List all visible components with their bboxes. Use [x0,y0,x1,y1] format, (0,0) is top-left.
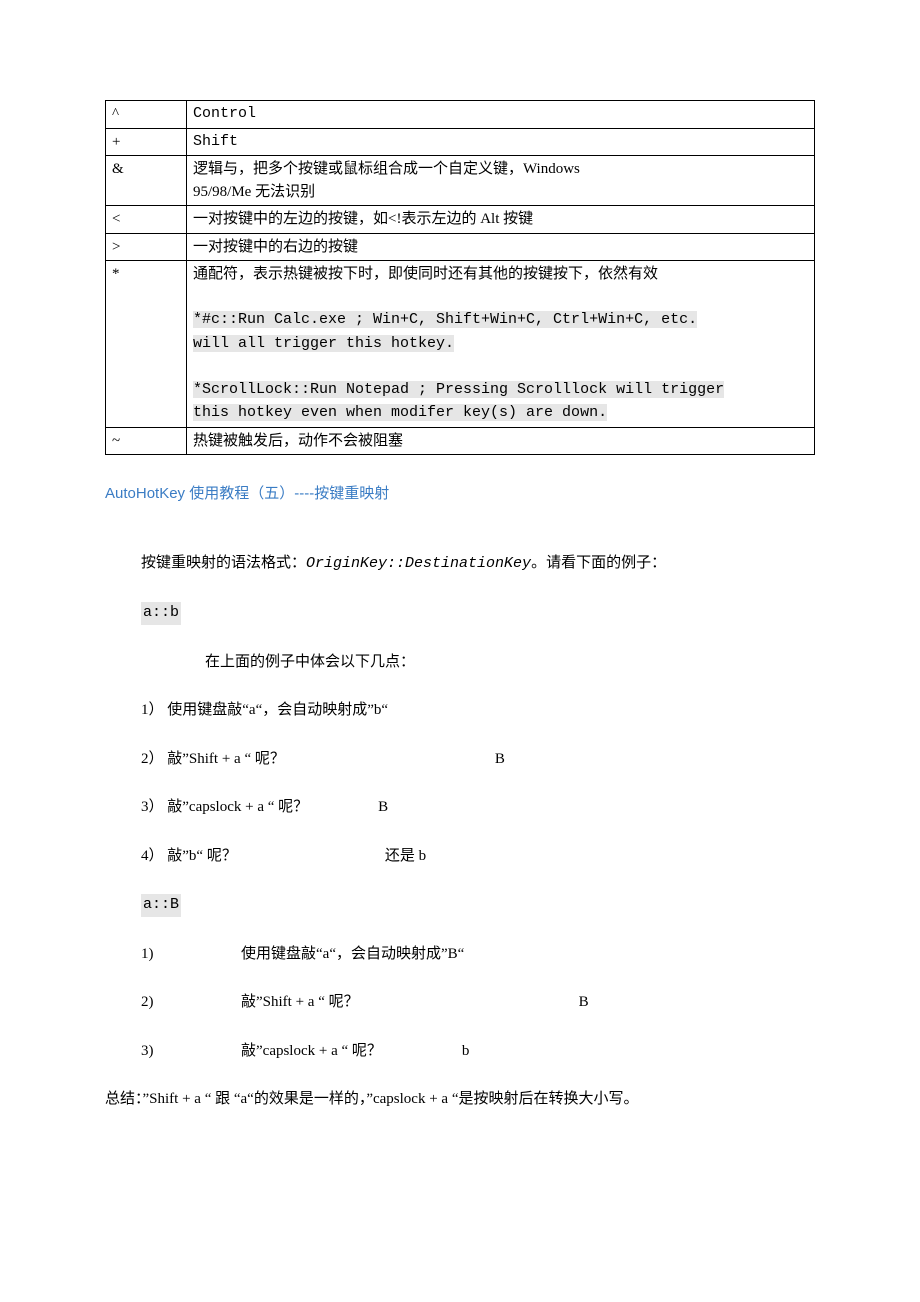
desc-cell: 逻辑与，把多个按键或鼠标组合成一个自定义键，Windows95/98/Me 无法… [187,156,815,206]
summary-text: 总结：”Shift + a “ 跟 “a“的效果是一样的，”capslock +… [105,1088,815,1111]
list-item: 3)敲”capslock + a “ 呢？b [141,1040,815,1063]
list-item: 1)使用键盘敲“a“，会自动映射成”B“ [141,943,815,966]
desc-cell: Control [187,101,815,129]
symbols-table: ^Control +Shift &逻辑与，把多个按键或鼠标组合成一个自定义键，W… [105,100,815,455]
list-item: 3） 敲”capslock + a “ 呢？B [141,796,815,819]
sym-cell: > [106,233,187,261]
desc-cell: 一对按键中的左边的按键，如<!表示左边的 Alt 按键 [187,206,815,234]
sym-cell: ~ [106,427,187,455]
sym-cell: + [106,128,187,156]
sym-cell: * [106,261,187,428]
list-item: 2） 敲”Shift + a “ 呢？B [141,748,815,771]
desc-cell: 热键被触发后，动作不会被阻塞 [187,427,815,455]
section-title: AutoHotKey 使用教程（五）----按键重映射 [105,483,815,506]
sym-cell: ^ [106,101,187,129]
sym-cell: < [106,206,187,234]
desc-cell: Shift [187,128,815,156]
list-item: 4） 敲”b“ 呢？还是 b [141,845,815,868]
list-item: 1） 使用键盘敲“a“，会自动映射成”b“ [141,699,815,722]
note-text: 在上面的例子中体会以下几点： [105,651,815,674]
code-snippet: a::b [105,601,815,625]
sym-cell: & [106,156,187,206]
code-snippet: a::B [105,893,815,917]
desc-cell: 一对按键中的右边的按键 [187,233,815,261]
desc-cell: 通配符，表示热键被按下时，即使同时还有其他的按键按下，依然有效 *#c::Run… [187,261,815,428]
intro-text: 按键重映射的语法格式：OriginKey::DestinationKey。请看下… [105,552,815,576]
list-item: 2)敲”Shift + a “ 呢？B [141,991,815,1014]
